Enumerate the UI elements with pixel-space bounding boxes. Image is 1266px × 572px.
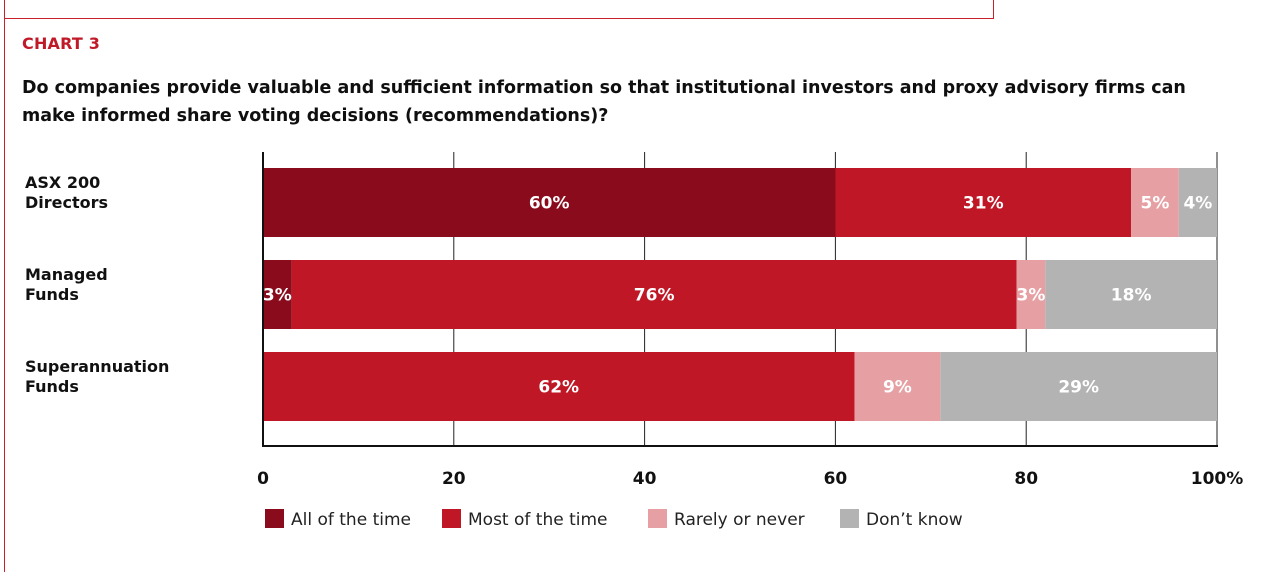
category-label: Funds (25, 285, 79, 304)
data-label: 18% (1111, 286, 1152, 306)
bar-segment (263, 168, 836, 237)
category-label: Superannuation (25, 357, 169, 376)
bar-segment (835, 168, 1132, 237)
x-tick-label: 60 (824, 469, 848, 489)
legend-label: Rarely or never (674, 510, 805, 530)
legend-swatch (840, 509, 859, 528)
axes: 0 20 40 60 80 100%ASX 200DirectorsManagedFund… (25, 152, 1243, 489)
bar-segment (291, 260, 1017, 329)
data-label: 60% (529, 194, 570, 214)
legend-swatch (648, 509, 667, 528)
data-label: 31% (963, 194, 1004, 214)
data-label: 3% (263, 286, 292, 306)
category-label: Managed (25, 265, 108, 284)
frame-tick-rule (993, 0, 994, 19)
category-label: Directors (25, 193, 108, 212)
x-tick-label: 40 (633, 469, 657, 489)
data-label: 5% (1141, 194, 1170, 214)
data-label: 76% (634, 286, 675, 306)
legend-swatch (265, 509, 284, 528)
bar-segment (1016, 260, 1046, 329)
x-tick-label: 80 (1014, 469, 1038, 489)
data-label: 29% (1058, 378, 1099, 398)
bar-segment (263, 352, 855, 421)
chart-label: CHART 3 (22, 34, 101, 53)
legend-label: Don’t know (866, 510, 963, 530)
data-label: 62% (538, 378, 579, 398)
bar-segment (1178, 168, 1217, 237)
legend-label: Most of the time (468, 510, 608, 530)
bar-segment (1131, 168, 1179, 237)
bar-segment (940, 352, 1217, 421)
bar-segment (1045, 260, 1217, 329)
legend-swatch (442, 509, 461, 528)
legend-label: All of the time (291, 510, 411, 530)
x-tick-label: 0 (257, 469, 269, 489)
legend: All of the time Most of the time Rarely or… (265, 509, 963, 530)
bar-segment (854, 352, 941, 421)
category-label: ASX 200 (25, 173, 100, 192)
data-label: 9% (883, 378, 912, 398)
category-label: Funds (25, 377, 79, 396)
bar-segment (263, 260, 292, 329)
chart-title: Do companies provide valuable and suffic… (22, 78, 1186, 126)
data-label: 4% (1183, 194, 1212, 214)
x-tick-label: 100% (1191, 469, 1244, 489)
x-tick-label: 20 (442, 469, 466, 489)
data-label: 3% (1017, 286, 1046, 306)
frame-left-rule (4, 0, 5, 572)
frame-top-rule (4, 18, 994, 19)
bars: 60% 31% 5% 4% 3% 76% 3% 18% 62% 9% 29% (263, 168, 1217, 421)
